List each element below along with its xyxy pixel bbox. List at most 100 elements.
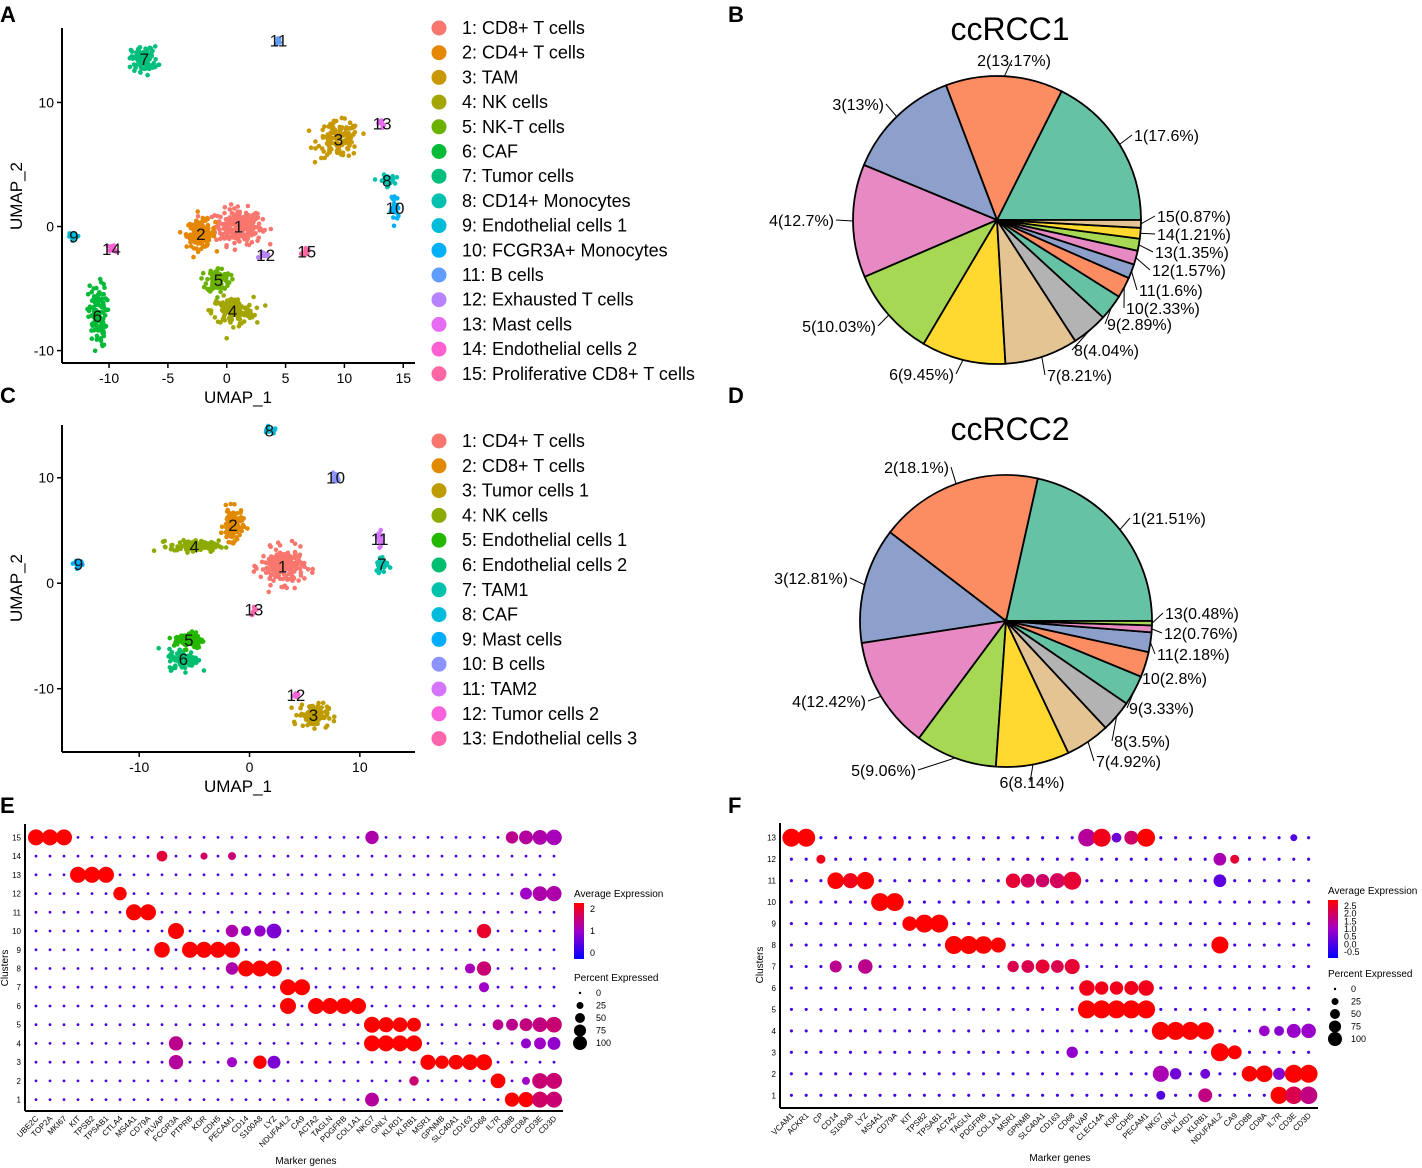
dot-5-CDH5 (216, 1023, 220, 1027)
dot-15-UBE2C (28, 829, 44, 846)
umap-point (230, 277, 235, 282)
dot-12-CD3E (532, 886, 548, 901)
dot-10-KIT (76, 929, 80, 933)
dot-11-CD14 (827, 872, 844, 889)
umap-point (89, 289, 94, 295)
umap-point (169, 543, 174, 548)
dotplot-cluster-label: 9 (17, 946, 22, 955)
pie-leader-line (1149, 642, 1156, 655)
dot-9-KLRD1 (398, 948, 402, 952)
dot-4-PECAM1 (1144, 1029, 1148, 1033)
dot-4-CDH5 (1129, 1029, 1133, 1033)
dot-3-MKI67 (62, 1060, 66, 1064)
dot-7-PDGFRB (981, 964, 986, 969)
umap-point (347, 120, 353, 125)
umap-point (253, 211, 258, 216)
dot-7-ACTA2 (314, 985, 318, 989)
dot-9-KLRD1 (1188, 922, 1192, 926)
umap-point (308, 145, 314, 150)
dot-11-CD3E (1292, 879, 1296, 883)
dot-2-CD68 (1070, 1072, 1074, 1076)
dot-2-TPSAB1 (937, 1072, 941, 1076)
dot-7-PLVAP (1085, 964, 1089, 969)
dot-15-LYZ (272, 836, 276, 839)
dot-13-CD163 (468, 873, 472, 877)
umap-point (313, 139, 318, 144)
dot-8-PECAM1 (225, 962, 239, 975)
umap-point (343, 137, 349, 143)
panel-label-f: F (728, 793, 741, 818)
dot-2-NDUFA4L2 (286, 1079, 290, 1083)
dot-4-KLRB1 (1196, 1022, 1214, 1040)
dot-7-CA9 (294, 979, 310, 996)
dot-14-CD68 (482, 854, 486, 858)
pie-slice-label: 6(8.14%) (1000, 775, 1065, 792)
umap-point (228, 501, 233, 507)
dot-3-CD163 (462, 1054, 478, 1070)
umap-point (298, 713, 303, 718)
dot-5-VCAM1 (789, 1007, 793, 1011)
dot-12-MS4A1 (878, 857, 882, 861)
dot-13-CD8B (1247, 836, 1252, 840)
dot-8-KLRD1 (398, 967, 402, 970)
panel-label-e: E (0, 793, 15, 818)
dot-14-CD163 (468, 854, 472, 858)
umap-point (233, 302, 239, 308)
dot-12-NKG7 (370, 892, 374, 895)
dot-6-NKG7 (1159, 986, 1163, 990)
umap-point (101, 291, 106, 297)
umap-point (205, 243, 210, 248)
legend-item: 9: Endothelial cells 1 (462, 216, 627, 236)
dot-14-MKI67 (62, 854, 66, 858)
dot-2-GPNMB (1026, 1072, 1030, 1076)
dot-4-KLRB1 (406, 1035, 422, 1052)
pie-slice-label: 2(13.17%) (977, 53, 1051, 70)
dot-10-CD3D (552, 929, 556, 933)
dot-3-SLC40A1 (448, 1054, 464, 1070)
umap-cluster-label: 1 (278, 557, 287, 576)
dot-8-ACKR1 (804, 943, 808, 947)
dot-3-CD8A (1262, 1050, 1266, 1054)
dot-6-KLRB1 (1203, 986, 1207, 990)
dot-6-CD68 (482, 1004, 486, 1008)
dot-4-FCGR3A (168, 1036, 184, 1051)
dot-10-KLRB1 (1203, 900, 1207, 904)
dot-6-TAGLN (967, 986, 971, 990)
umap-point (167, 635, 173, 641)
dotplot-cluster-label: 13 (12, 871, 21, 880)
umap-cluster-label: 8 (265, 421, 274, 440)
dot-5-LYZ (863, 1007, 867, 1011)
dot-4-CP (819, 1029, 823, 1033)
dotplot-cluster-label: 10 (767, 898, 776, 907)
dot-5-CD3E (532, 1017, 548, 1033)
dot-8-VCAM1 (789, 943, 793, 947)
umap-point (94, 285, 99, 291)
umap-point (352, 144, 357, 149)
dot-5-TPSB2 (90, 1023, 94, 1027)
dot-9-NDUFA4L2 (286, 948, 290, 952)
dot-8-TPSAB1 (104, 967, 108, 970)
dot-5-CD3D (546, 1016, 562, 1033)
dot-8-TPSAB1 (937, 943, 941, 947)
x-tick-label: -5 (162, 370, 175, 386)
dot-4-CD163 (1055, 1029, 1059, 1033)
dot-8-CDH5 (1129, 943, 1133, 947)
dot-11-PLVAP (1085, 879, 1089, 883)
umap-c-x-label: UMAP_1 (204, 777, 272, 796)
dot-3-KIT (76, 1060, 80, 1064)
dot-9-MSR1 (426, 948, 430, 952)
dot-14-SLC40A1 (454, 854, 458, 858)
umap-point (219, 545, 224, 550)
dot-3-CD3D (1307, 1050, 1311, 1054)
dot-9-LYZ (272, 948, 276, 952)
umap-point (170, 654, 176, 659)
dot-9-CD8A (524, 948, 528, 952)
dot-6-MS4A1 (132, 1004, 136, 1008)
dot-5-GNLY (378, 1017, 394, 1033)
umap-point (268, 226, 274, 232)
umap-point (323, 725, 329, 730)
dot-8-PTPRB (188, 967, 192, 970)
dot-5-PTPRB (188, 1023, 192, 1027)
dot-4-PLVAP (160, 1042, 164, 1045)
panel-a: A -10 -5 0 5 10 15 100-10 1234567891011121314… (0, 2, 695, 407)
